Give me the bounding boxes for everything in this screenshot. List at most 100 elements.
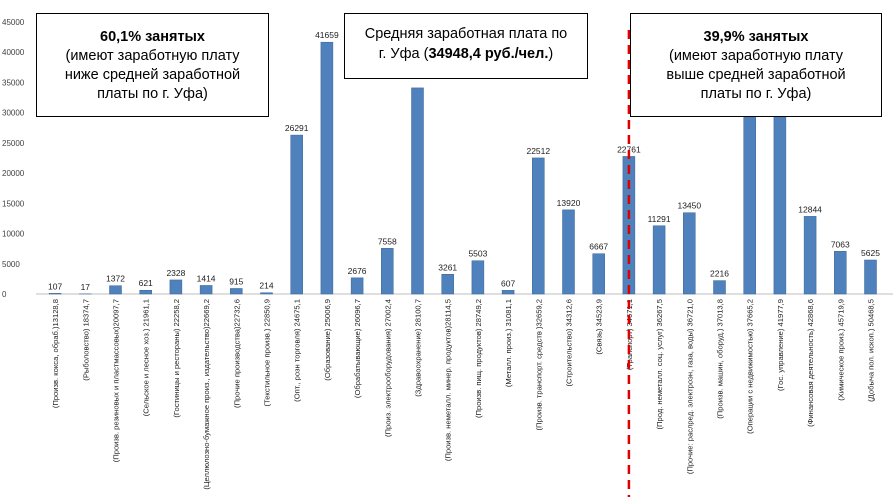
bar-value-label: 915: [229, 276, 243, 286]
bar: [441, 274, 454, 295]
bar: [199, 285, 213, 295]
callout-average-salary: Средняя заработная плата по г. Уфа (3494…: [344, 13, 588, 79]
category-label: (Химическое произ.) 45719,9: [836, 299, 845, 401]
y-tick-label: 10000: [2, 230, 25, 239]
y-tick-label: 0: [2, 290, 7, 299]
category-label: (Произв. машин, оборуд.) 37013,8: [716, 299, 725, 419]
callout-above-average: 39,9% занятых (имеют заработную плату вы…: [630, 13, 882, 117]
bar-value-label: 1414: [197, 273, 216, 283]
callout-left-headline: 60,1% занятых: [100, 29, 205, 45]
callout-left-line3: ниже средней заработной: [64, 67, 241, 83]
category-label: (Прочие: раслред. электроэн, газа, воды)…: [685, 299, 694, 474]
callout-below-average: 60,1% занятых (имеют заработную плату ни…: [36, 13, 269, 117]
bar: [834, 251, 847, 295]
callout-mid-value: 34948,4 руб./чел.: [428, 46, 549, 62]
bar: [411, 87, 424, 295]
bar-value-label: 107: [48, 281, 62, 291]
bar-value-label: 6667: [589, 242, 608, 252]
y-tick-label: 30000: [2, 109, 25, 118]
category-label: (Образование) 25006,9: [323, 299, 332, 381]
bar: [652, 225, 666, 295]
category-label: (Прочие производства)22732,6: [232, 299, 241, 408]
category-label: (Текстильное произв.) 22850,9: [263, 299, 272, 407]
bar: [803, 216, 817, 295]
x-axis-labels: (Произв. кокса, обраб.)13128,8 (Рыболовст…: [51, 299, 876, 490]
category-label: (Произв. пищ. продуктов) 28749,2: [474, 299, 483, 418]
callout-right-line4: платы по г. Уфа): [700, 86, 812, 102]
category-label: (Гос. управление) 41977,9: [776, 299, 785, 391]
bar: [169, 279, 183, 295]
bar-value-label: 5625: [861, 248, 880, 258]
bar: [48, 293, 62, 295]
bar: [109, 285, 122, 295]
bar: [683, 212, 696, 295]
bar-value-label: 12844: [798, 204, 822, 214]
callout-right-headline: 39,9% занятых: [703, 29, 809, 45]
callout-mid-line2: г. Уфа (34948,4 руб./чел.): [345, 44, 587, 64]
bar-value-label: 2216: [710, 269, 729, 279]
callout-left-line2: (имеют заработную плату: [65, 48, 240, 64]
bar-value-label: 11291: [648, 214, 671, 224]
bar: [864, 259, 877, 295]
bar: [562, 209, 575, 295]
bar: [350, 277, 364, 295]
bar: [290, 134, 303, 295]
y-tick-label: 20000: [2, 169, 25, 178]
category-label: (Целлюлозно-бумажное произ., издательств…: [202, 299, 211, 490]
bar-value-label: 7063: [831, 239, 850, 249]
category-label: (Финансовая деятельность) 42868,6: [806, 299, 815, 427]
category-label: (Произв. резиновых и пластмассовых)20097…: [112, 299, 121, 462]
category-label: (Добыча пол. ископ.) 50468,5: [867, 299, 876, 402]
category-label: (Произв. кокса, обраб.)13128,8: [51, 299, 60, 408]
category-label: (Металл. произ.) 31081,1: [504, 299, 513, 387]
bar-value-label: 214: [259, 281, 273, 291]
category-label: (Обрабатывающие) 26096,7: [353, 299, 362, 398]
y-tick-label: 45000: [2, 18, 25, 27]
bar-value-label: 26291: [285, 123, 309, 133]
category-label: (Гостиницы и рестораны) 22258,2: [172, 299, 181, 418]
category-label: (Сельское и лесное хоз.) 21961,1: [142, 299, 151, 416]
callout-left-line4: платы по г. Уфа): [97, 86, 208, 102]
bar-value-label: 22761: [617, 144, 641, 154]
category-label: (Опт., розн торговля) 24675,1: [293, 299, 302, 402]
bar-value-label: 17: [81, 282, 91, 292]
bar: [260, 292, 273, 295]
y-tick-label: 5000: [2, 260, 20, 269]
bar-value-label: 22512: [526, 146, 550, 156]
bar-value-label: 621: [139, 278, 153, 288]
callout-mid-suffix: ): [548, 46, 554, 62]
callout-right-line2: (имеют заработную плату: [669, 48, 843, 64]
category-label: (Здравоохранение) 28100,7: [414, 299, 423, 397]
bar-value-label: 7558: [378, 236, 397, 246]
bar-value-label: 3261: [438, 262, 457, 272]
y-tick-label: 40000: [2, 48, 25, 57]
value-labels: 107 17 1372 621 2328 1414 915 214 26291 41659 2676…: [48, 30, 880, 292]
bar: [471, 260, 485, 295]
bar: [139, 289, 152, 295]
bar: [320, 41, 334, 295]
y-tick-label: 15000: [2, 199, 25, 208]
bar: [230, 288, 243, 295]
bar: [501, 290, 515, 295]
callout-right-line3: выше средней заработной: [666, 67, 846, 83]
bar-value-label: 41659: [315, 30, 339, 40]
callout-mid-line1: Средняя заработная плата по: [364, 26, 568, 42]
y-tick-label: 35000: [2, 78, 25, 87]
bar: [713, 280, 726, 295]
bar-value-label: 2328: [166, 268, 185, 278]
bar-value-label: 2676: [348, 266, 367, 276]
bar-value-label: 5503: [468, 249, 487, 259]
callout-mid-prefix: г. Уфа (: [378, 46, 429, 62]
bar: [592, 253, 605, 295]
bar-value-label: 13920: [557, 198, 581, 208]
category-label: (Произв. неметалл. минер. продуктов)2811…: [444, 299, 453, 461]
bar-value-label: 1372: [106, 274, 125, 284]
bar-value-label: 13450: [677, 201, 701, 211]
bar: [381, 248, 394, 295]
category-label: (Связь) 34523,9: [595, 299, 604, 355]
y-tick-label: 25000: [2, 139, 25, 148]
category-label: (Произв. транспорт. средств )32659,2: [534, 299, 543, 430]
bar: [532, 157, 545, 295]
bar-value-label: 607: [501, 278, 515, 288]
